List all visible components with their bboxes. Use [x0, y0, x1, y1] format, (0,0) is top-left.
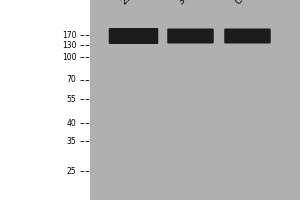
Text: 100: 100	[62, 52, 76, 62]
Bar	[90, 0, 300, 200]
Text: 35: 35	[67, 136, 76, 146]
Text: 40: 40	[67, 118, 76, 128]
Bar	[170, 30, 211, 32]
Text: 25: 25	[67, 166, 76, 176]
Text: COLO: COLO	[234, 0, 258, 6]
FancyBboxPatch shape	[167, 28, 214, 44]
Text: 130: 130	[62, 40, 76, 49]
Text: 55: 55	[67, 95, 76, 104]
FancyBboxPatch shape	[109, 28, 158, 44]
Bar	[227, 30, 268, 32]
Text: 170: 170	[62, 30, 76, 40]
FancyBboxPatch shape	[224, 28, 271, 44]
Text: 70: 70	[67, 75, 76, 84]
Bar	[112, 30, 155, 31]
Text: 293T: 293T	[120, 0, 142, 6]
Text: 3T3: 3T3	[177, 0, 195, 6]
